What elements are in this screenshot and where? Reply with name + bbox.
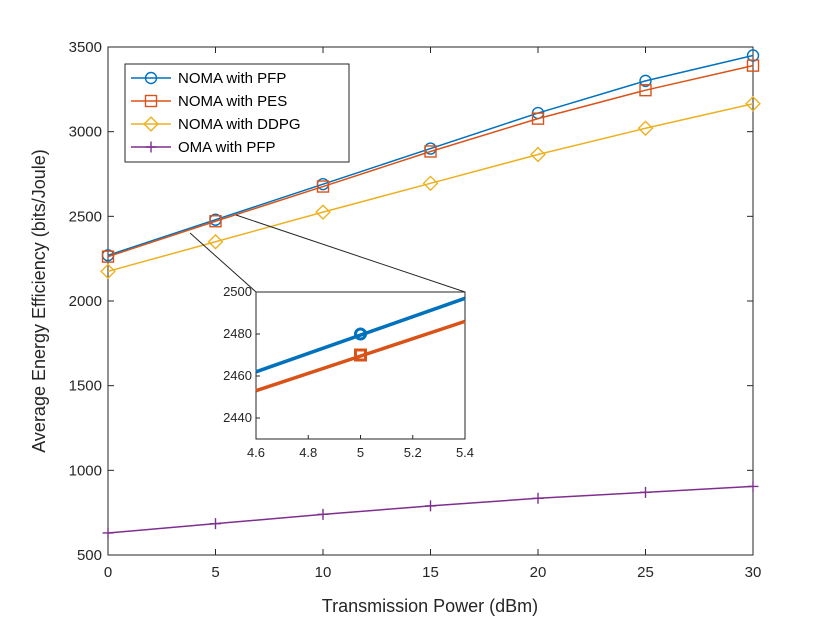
x-tick-label: 30	[745, 564, 762, 581]
y-axis-label: Average Energy Efficiency (bits/Joule)	[29, 149, 49, 453]
legend-marker-diamond	[143, 116, 159, 132]
x-tick-label: 20	[530, 564, 547, 581]
inset-series-noma-with-pes	[255, 319, 466, 393]
y-tick-label: 1000	[69, 462, 102, 479]
x-tick-label: 25	[637, 564, 654, 581]
inset-x-tick-label: 5.4	[456, 445, 474, 460]
legend-entry-noma-with-pfp: NOMA with PFP	[131, 70, 286, 87]
data-point-diamond	[530, 146, 546, 163]
series-line	[107, 64, 754, 258]
y-tick-label: 3000	[69, 124, 102, 141]
data-point-diamond	[207, 233, 224, 250]
y-tick-label: 2500	[69, 208, 102, 225]
data-point-plus	[640, 486, 651, 498]
inset-y-tick-label: 2480	[223, 326, 252, 341]
data-point-plus	[747, 480, 759, 492]
series-oma-with-pfp	[102, 480, 759, 539]
inset-data-point-square	[354, 348, 367, 362]
x-tick-label: 10	[315, 564, 332, 581]
data-point-diamond	[637, 120, 654, 137]
legend-box	[124, 63, 350, 163]
inset-series-line	[255, 296, 466, 374]
data-point-diamond	[422, 175, 439, 192]
data-point-square	[531, 112, 545, 125]
inset-plot-box	[255, 291, 466, 440]
inset-x-tick-label: 4.6	[247, 445, 265, 460]
y-tick-label: 3500	[69, 39, 102, 56]
data-point-circle	[639, 74, 652, 88]
data-point-circle	[746, 49, 760, 62]
series-noma-with-pes	[101, 59, 760, 263]
data-point-square	[639, 83, 652, 97]
data-point-plus	[210, 518, 221, 530]
data-point-diamond	[745, 95, 761, 112]
legend-label: NOMA with PES	[178, 93, 287, 110]
legend-label: NOMA with PFP	[178, 70, 286, 87]
data-point-diamond	[315, 204, 331, 220]
series-line	[107, 102, 754, 273]
data-point-square	[424, 145, 437, 158]
series-noma-with-ddpg	[100, 95, 761, 280]
inset-data-point-circle	[354, 327, 367, 341]
data-point-plus	[102, 527, 114, 539]
inset-axes: 4.6 4.8 5 5.2 5.4 2440 2460 2480 2500	[223, 284, 474, 460]
data-point-square	[316, 180, 330, 193]
legend: NOMA with PFP NOMA with PES NOMA with DDPG…	[124, 63, 350, 163]
inset-series-noma-with-pfp	[255, 296, 466, 374]
inset-x-tick-label: 4.8	[299, 445, 317, 460]
legend-marker-circle	[144, 71, 158, 85]
legend-entry-noma-with-ddpg: NOMA with DDPG	[131, 116, 301, 133]
y-tick-label: 500	[77, 547, 102, 564]
legend-entry-noma-with-pes: NOMA with PES	[131, 93, 287, 110]
legend-marker-plus	[145, 141, 157, 153]
data-point-square	[746, 59, 760, 72]
x-tick-label: 5	[211, 564, 219, 581]
y-tick-label: 1500	[69, 378, 102, 395]
legend-label: OMA with PFP	[178, 139, 276, 156]
x-tick-label: 0	[104, 564, 112, 581]
zoom-connector-right	[235, 214, 466, 293]
y-tick-label: 2000	[69, 293, 102, 310]
data-point-plus	[532, 492, 544, 504]
x-tick-label: 15	[422, 564, 439, 581]
series-line	[107, 54, 754, 256]
data-point-square	[209, 215, 222, 228]
inset-y-tick-label: 2440	[223, 410, 252, 425]
legend-label: NOMA with DDPG	[178, 116, 301, 133]
legend-marker-square	[144, 94, 158, 108]
inset-y-tick-label: 2460	[223, 368, 252, 383]
legend-entry-oma-with-pfp: OMA with PFP	[131, 139, 276, 156]
inset-x-tick-label: 5	[357, 445, 364, 460]
data-point-diamond	[100, 263, 116, 280]
data-point-plus	[317, 508, 329, 520]
zoom-connectors	[189, 214, 466, 293]
data-point-square	[101, 250, 115, 263]
data-point-plus	[425, 500, 436, 512]
inset-series-line	[255, 319, 466, 393]
zoom-connector-left	[189, 232, 257, 293]
inset-y-tick-label: 2500	[223, 284, 252, 299]
x-axis-label: Transmission Power (dBm)	[322, 596, 538, 616]
inset-x-tick-label: 5.2	[404, 445, 422, 460]
